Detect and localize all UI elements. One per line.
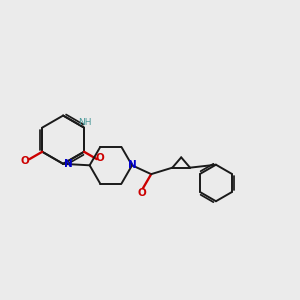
Text: N: N [64, 159, 73, 169]
Text: N: N [128, 160, 137, 170]
Text: NH: NH [78, 118, 92, 127]
Text: O: O [20, 157, 29, 166]
Text: O: O [137, 188, 146, 198]
Text: O: O [96, 153, 105, 163]
